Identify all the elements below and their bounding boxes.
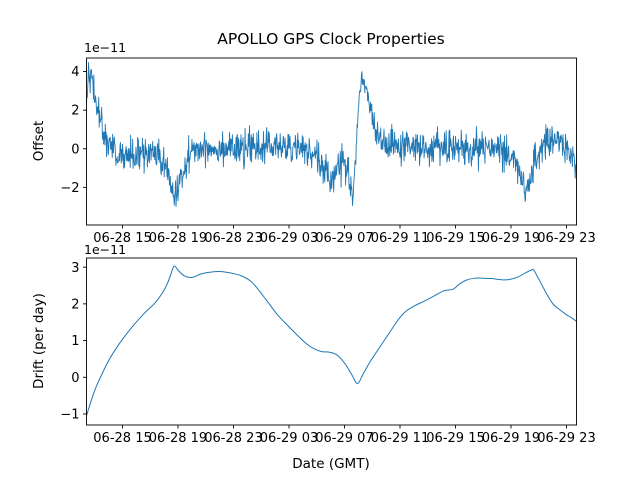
top-x-tick-label: 06-29 07 — [315, 231, 373, 246]
bottom-x-tick-label: 06-28 23 — [204, 431, 262, 446]
top-x-tick-label: 06-29 03 — [260, 231, 318, 246]
drift-series-line — [86, 265, 577, 416]
bottom-x-tick-label: 06-28 15 — [93, 431, 151, 446]
bottom-x-tick-label: 06-28 19 — [149, 431, 207, 446]
bottom-y-tick-label: 3 — [71, 261, 79, 276]
top-x-tick-label: 06-28 19 — [149, 231, 207, 246]
top-x-tick-label: 06-28 15 — [93, 231, 151, 246]
top-y-axis-label: Offset — [31, 120, 47, 162]
top-x-tick-label: 06-29 23 — [537, 231, 595, 246]
x-axis-label: Date (GMT) — [292, 456, 370, 472]
bottom-x-tick-label: 06-29 23 — [537, 431, 595, 446]
top-x-tick-label: 06-29 15 — [426, 231, 484, 246]
top-x-tick-label: 06-29 11 — [371, 231, 429, 246]
bottom-x-tick-label: 06-29 11 — [371, 431, 429, 446]
chart-title: APOLLO GPS Clock Properties — [217, 30, 445, 48]
bottom-offset-exponent: 1e−11 — [84, 242, 127, 257]
bottom-x-tick-label: 06-29 19 — [482, 431, 540, 446]
top-axes-frame — [86, 57, 577, 226]
bottom-y-axis-label: Drift (per day) — [31, 293, 47, 389]
bottom-y-tick-label: 2 — [71, 297, 79, 312]
bottom-y-tick-label: 0 — [71, 371, 79, 386]
offset-series-line — [86, 61, 577, 207]
bottom-x-tick-label: 06-29 15 — [426, 431, 484, 446]
bottom-x-tick-label: 06-29 07 — [315, 431, 373, 446]
top-y-tick-label: −2 — [60, 181, 79, 196]
bottom-axes-frame — [86, 257, 577, 426]
top-y-tick-label: 2 — [71, 104, 79, 119]
top-x-tick-label: 06-28 23 — [204, 231, 262, 246]
top-offset-exponent: 1e−11 — [84, 40, 127, 55]
bottom-y-tick-label: −1 — [60, 408, 79, 423]
top-x-tick-label: 06-29 19 — [482, 231, 540, 246]
top-y-tick-label: 0 — [71, 142, 79, 157]
top-y-tick-label: 4 — [71, 65, 79, 80]
bottom-y-tick-label: 1 — [71, 334, 79, 349]
bottom-x-tick-label: 06-29 03 — [260, 431, 318, 446]
